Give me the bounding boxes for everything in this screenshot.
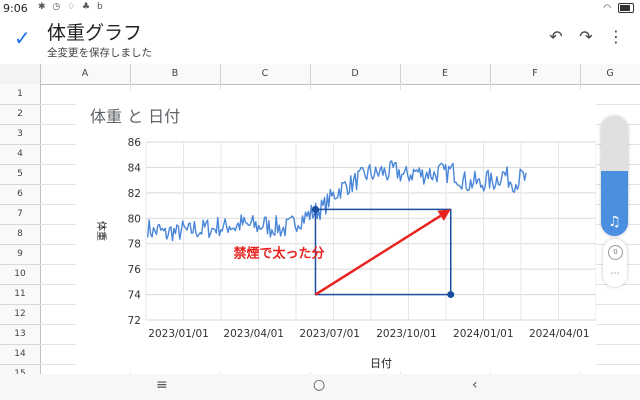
music-note-icon: ♫ — [608, 214, 621, 230]
y-tick-label: 72 — [128, 315, 141, 327]
y-axis-label: 体重 — [95, 221, 108, 241]
annotation-rect — [314, 208, 452, 296]
row-header-2[interactable]: 2 — [0, 104, 40, 125]
home-icon[interactable]: ○ — [313, 377, 326, 393]
annotation-arrow-shaft — [314, 214, 442, 296]
column-header-G[interactable]: G — [580, 64, 640, 84]
x-axis-label: 日付 — [370, 357, 392, 370]
row-header-8[interactable]: 8 — [0, 224, 40, 245]
row-header-4[interactable]: 4 — [0, 144, 40, 165]
column-header-D[interactable]: D — [310, 64, 401, 84]
y-tick-label: 84 — [128, 162, 142, 174]
status-right: ◠ — [603, 3, 634, 14]
select-all-corner[interactable] — [0, 64, 41, 84]
annotation-label: 禁煙で太った分 — [233, 246, 324, 262]
back-icon[interactable]: ‹ — [472, 377, 478, 393]
y-tick-label: 82 — [128, 188, 141, 200]
app-bar: ✓ 体重グラフ 全変更を保存しました ↶ ↷ ⋮ — [0, 18, 640, 64]
y-tick-label: 86 — [128, 137, 142, 149]
recents-icon[interactable]: ≡ — [156, 377, 168, 393]
column-header-C[interactable]: C — [220, 64, 311, 84]
row-header-bar: 12345678910111213141516 — [0, 84, 41, 374]
column-header-F[interactable]: F — [490, 64, 581, 84]
column-header-B[interactable]: B — [130, 64, 221, 84]
notification-icons: ✱ ◷ ♢ ♣ b — [38, 2, 105, 12]
y-tick-label: 78 — [128, 239, 141, 251]
more-vert-icon[interactable]: ⋮ — [608, 27, 624, 46]
row-header-13[interactable]: 13 — [0, 324, 40, 345]
series-line — [147, 160, 527, 242]
redo-icon[interactable]: ↷ — [579, 27, 593, 46]
row-header-10[interactable]: 10 — [0, 264, 40, 285]
row-header-11[interactable]: 11 — [0, 284, 40, 305]
y-tick-label: 74 — [128, 290, 142, 302]
chart-title: 体重 と 日付 — [90, 107, 181, 126]
undo-icon[interactable]: ↶ — [549, 27, 563, 46]
vertical-scroll-thumb[interactable]: ♫ — [601, 116, 628, 236]
line-chart: 72 74 76 78 80 82 84 86 2023/01/01 2023/04/01 2023… — [95, 137, 596, 370]
more-horiz-icon[interactable]: ⋯ — [610, 269, 620, 279]
chart-container[interactable]: 体重 と 日付 72 74 76 78 80 82 84 86 2023/01/01 2023/0… — [76, 90, 596, 372]
save-status: 全変更を保存しました — [47, 47, 152, 59]
battery-icon — [618, 3, 634, 13]
annotation-handle-tl — [311, 205, 319, 213]
row-header-1[interactable]: 1 — [0, 84, 40, 105]
status-bar: 9:06 ✱ ◷ ♢ ♣ b ◠ — [0, 0, 640, 18]
row-header-7[interactable]: 7 — [0, 204, 40, 225]
row-header-15[interactable]: 15 — [0, 364, 40, 374]
wifi-icon: ◠ — [603, 3, 612, 14]
y-tick-label: 80 — [128, 213, 141, 225]
y-tick-label: 76 — [128, 264, 142, 276]
document-title[interactable]: 体重グラフ — [47, 22, 143, 44]
x-tick-label: 2024/04/01 — [529, 328, 590, 340]
system-nav-bar: ≡ ○ ‹ — [0, 374, 640, 400]
row-header-3[interactable]: 3 — [0, 124, 40, 145]
side-tool-pill[interactable]: 0 ⋯ — [603, 239, 627, 287]
circle-icon[interactable]: 0 — [608, 245, 623, 260]
row-header-14[interactable]: 14 — [0, 344, 40, 365]
row-header-6[interactable]: 6 — [0, 184, 40, 205]
x-tick-label: 2023/04/01 — [223, 328, 284, 340]
row-header-5[interactable]: 5 — [0, 164, 40, 185]
annotation-arrow-head — [437, 209, 451, 221]
scroll-fill — [601, 171, 628, 236]
annotation-handle-br — [447, 291, 455, 299]
x-tick-label: 2023/01/01 — [148, 328, 209, 340]
x-tick-label: 2023/10/01 — [376, 328, 437, 340]
column-header-A[interactable]: A — [40, 64, 131, 84]
x-tick-label: 2024/01/01 — [453, 328, 514, 340]
row-header-9[interactable]: 9 — [0, 244, 40, 265]
row-header-12[interactable]: 12 — [0, 304, 40, 325]
x-tick-label: 2023/07/01 — [299, 328, 360, 340]
check-icon[interactable]: ✓ — [14, 26, 31, 50]
column-header-E[interactable]: E — [400, 64, 491, 84]
clock: 9:06 — [3, 2, 28, 15]
